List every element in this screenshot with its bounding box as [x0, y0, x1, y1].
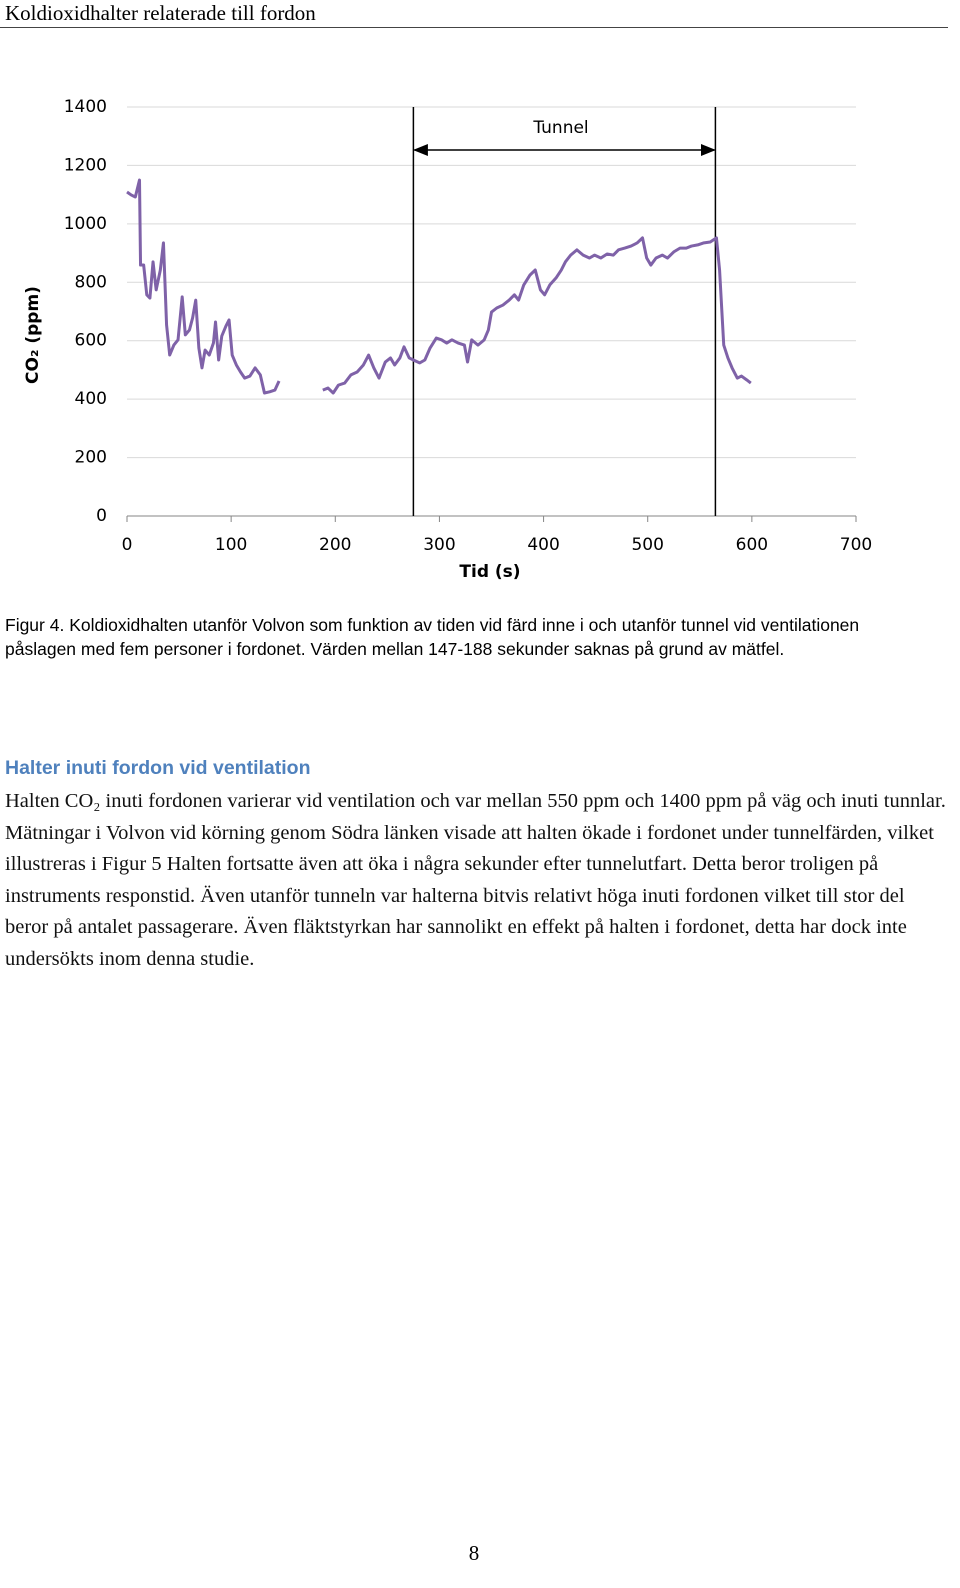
chart: Tunnel Tid (s) CO₂ (ppm) 0 200 400 600 800 10…	[23, 97, 872, 582]
header-rule	[0, 27, 948, 28]
y-tick-label: 0	[96, 506, 107, 526]
x-tick-label: 300	[423, 535, 455, 555]
y-tick-label: 1000	[64, 214, 107, 234]
x-tick-label: 500	[631, 535, 663, 555]
figure-caption: Figur 4. Koldioxidhalten utanför Volvon …	[5, 615, 860, 659]
x-tick-label: 0	[122, 535, 133, 555]
x-tick-label: 100	[215, 535, 247, 555]
header-title: Koldioxidhalter relaterade till fordon	[5, 1, 316, 25]
x-tick-label: 200	[319, 535, 351, 555]
y-tick-label: 1400	[64, 97, 107, 117]
data-line	[126, 178, 752, 395]
y-tick-label: 200	[75, 448, 107, 468]
paragraph: Halten CO₂ inuti fordonen varierar vid v…	[5, 790, 946, 970]
section-heading: Halter inuti fordon vid ventilation	[5, 757, 311, 779]
y-axis-label: CO₂ (ppm)	[23, 286, 43, 384]
x-tick-label: 400	[527, 535, 559, 555]
y-tick-label: 1200	[64, 155, 107, 175]
y-tick-label: 800	[75, 272, 107, 292]
annotation-label: Tunnel	[532, 118, 588, 138]
x-axis-label: Tid (s)	[459, 562, 520, 582]
y-tick-label: 400	[75, 389, 107, 409]
x-tick-label: 700	[840, 535, 872, 555]
x-tick-label: 600	[736, 535, 768, 555]
page-number: 8	[468, 1541, 480, 1565]
y-tick-label: 600	[75, 331, 107, 351]
